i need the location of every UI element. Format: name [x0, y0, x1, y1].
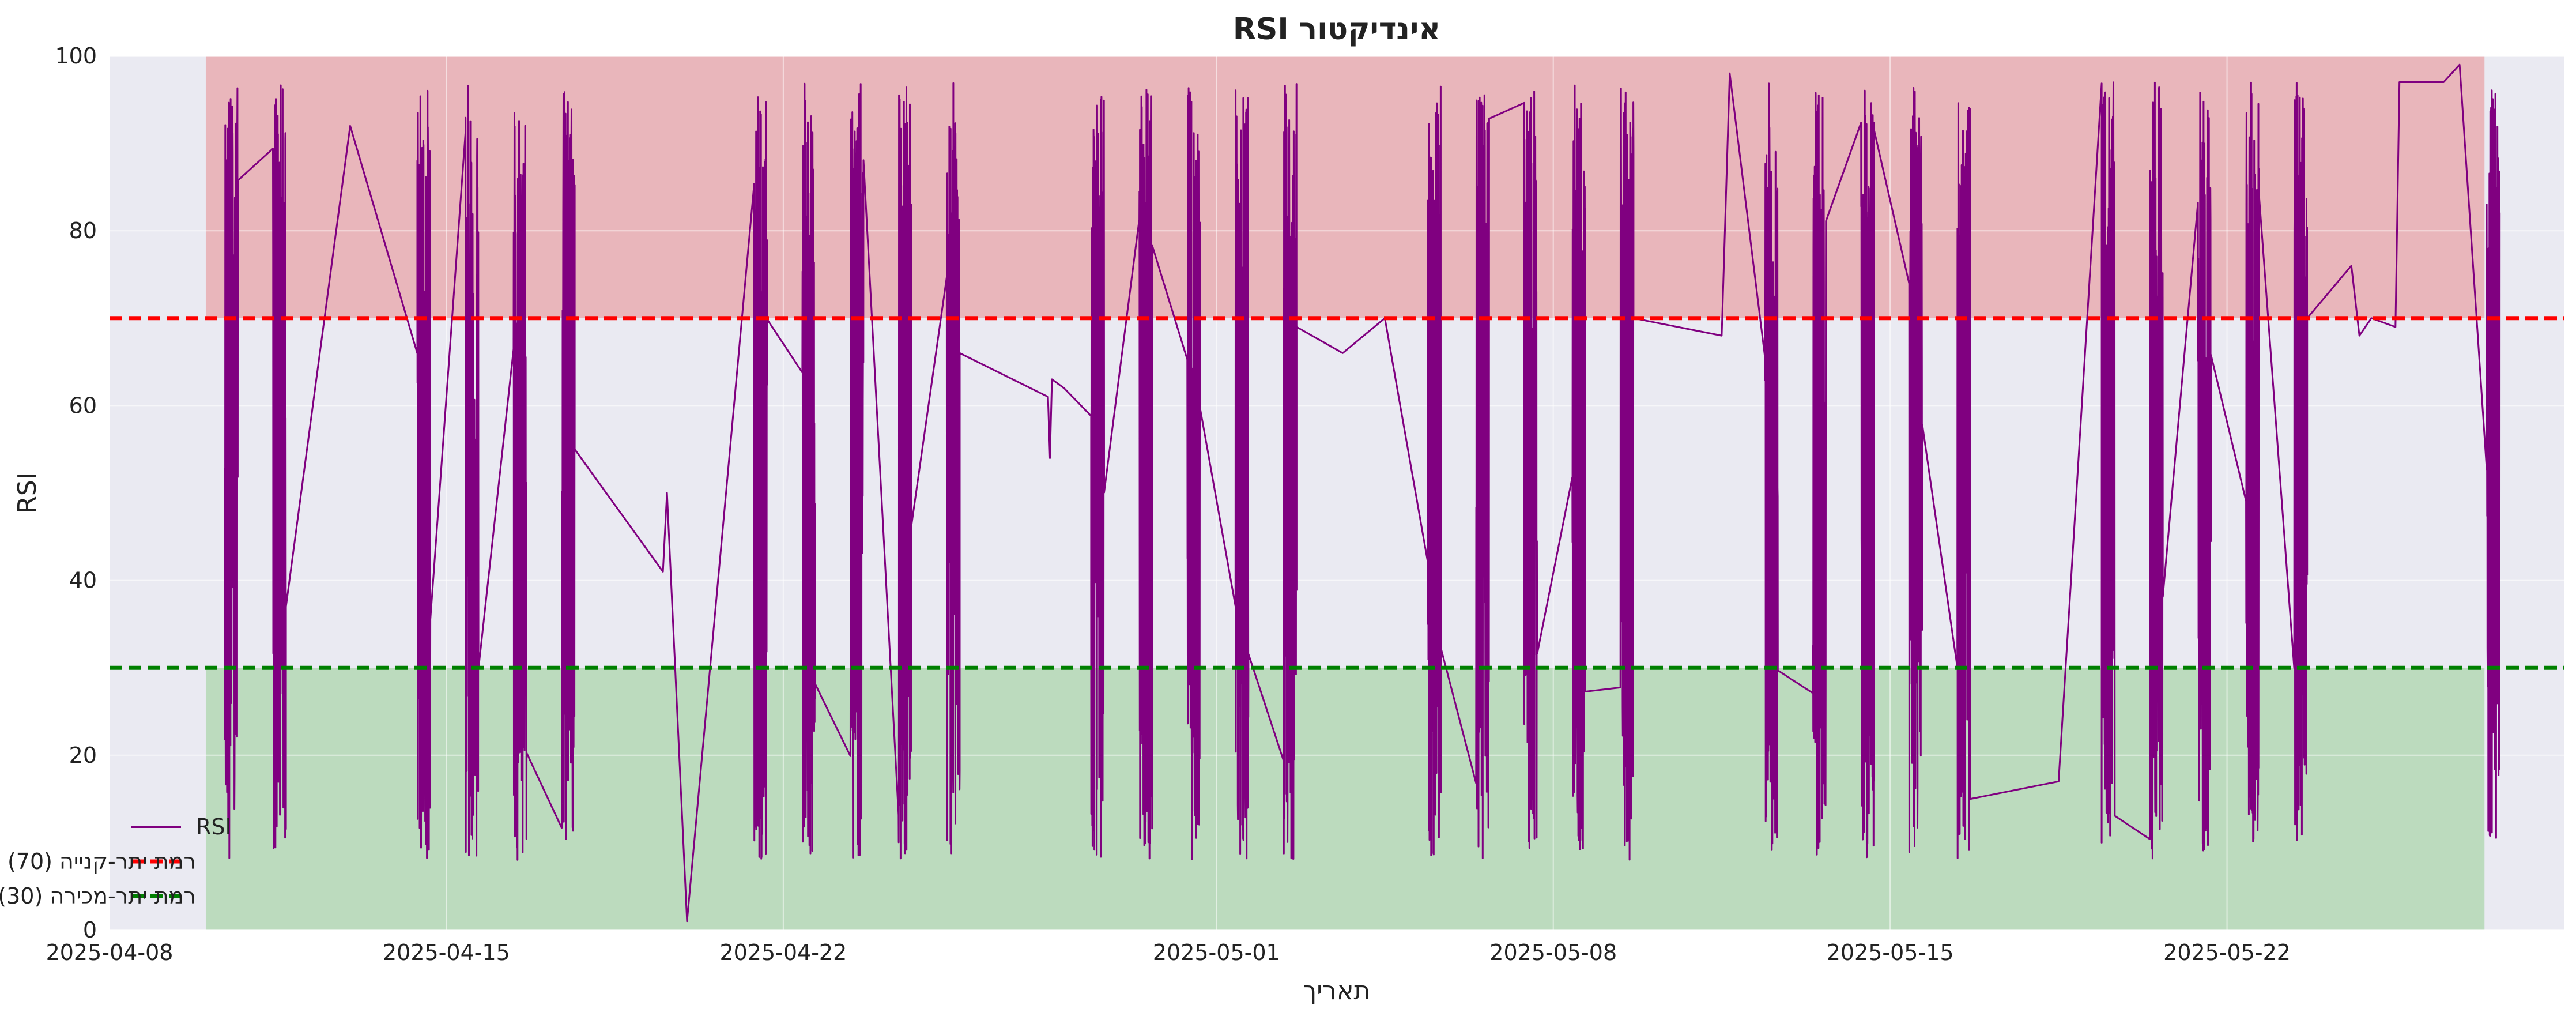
x-tick-label: 2025-05-15 — [1827, 940, 1954, 965]
reference-lines — [110, 316, 2564, 670]
y-tick-labels: 0 20 40 60 80 100 — [55, 43, 97, 943]
x-tick-label: 2025-04-22 — [719, 940, 847, 965]
y-tick-label: 0 — [83, 917, 97, 943]
x-tick-labels: 2025-04-08 2025-04-15 2025-04-22 2025-05-01… — [46, 940, 2291, 965]
chart-title: אינדיקטור RSI — [1233, 12, 1440, 47]
overbought-zone — [205, 56, 2485, 318]
y-tick-label: 20 — [69, 743, 97, 768]
legend: RSI רמת יתר-קנייה (70) רמת יתר-מכירה (30… — [0, 814, 232, 909]
x-axis-label: תאריך — [1303, 976, 1371, 1006]
y-tick-label: 100 — [55, 43, 97, 69]
legend-label-rsi: RSI — [196, 814, 232, 840]
legend-label-oversold: רמת יתר-מכירה (30) — [0, 883, 196, 909]
legend-label-overbought: רמת יתר-קנייה (70) — [7, 849, 196, 874]
x-tick-label: 2025-05-22 — [2163, 940, 2291, 965]
y-tick-label: 40 — [69, 568, 97, 593]
y-tick-label: 80 — [69, 218, 97, 243]
y-axis-label: RSI — [13, 472, 42, 513]
x-tick-label: 2025-05-01 — [1153, 940, 1280, 965]
rsi-line — [224, 63, 2501, 923]
rsi-series-layer — [224, 63, 2501, 923]
x-tick-label: 2025-04-08 — [46, 940, 174, 965]
y-tick-label: 60 — [69, 393, 97, 418]
x-tick-label: 2025-04-15 — [383, 940, 510, 965]
x-tick-label: 2025-05-08 — [1489, 940, 1617, 965]
